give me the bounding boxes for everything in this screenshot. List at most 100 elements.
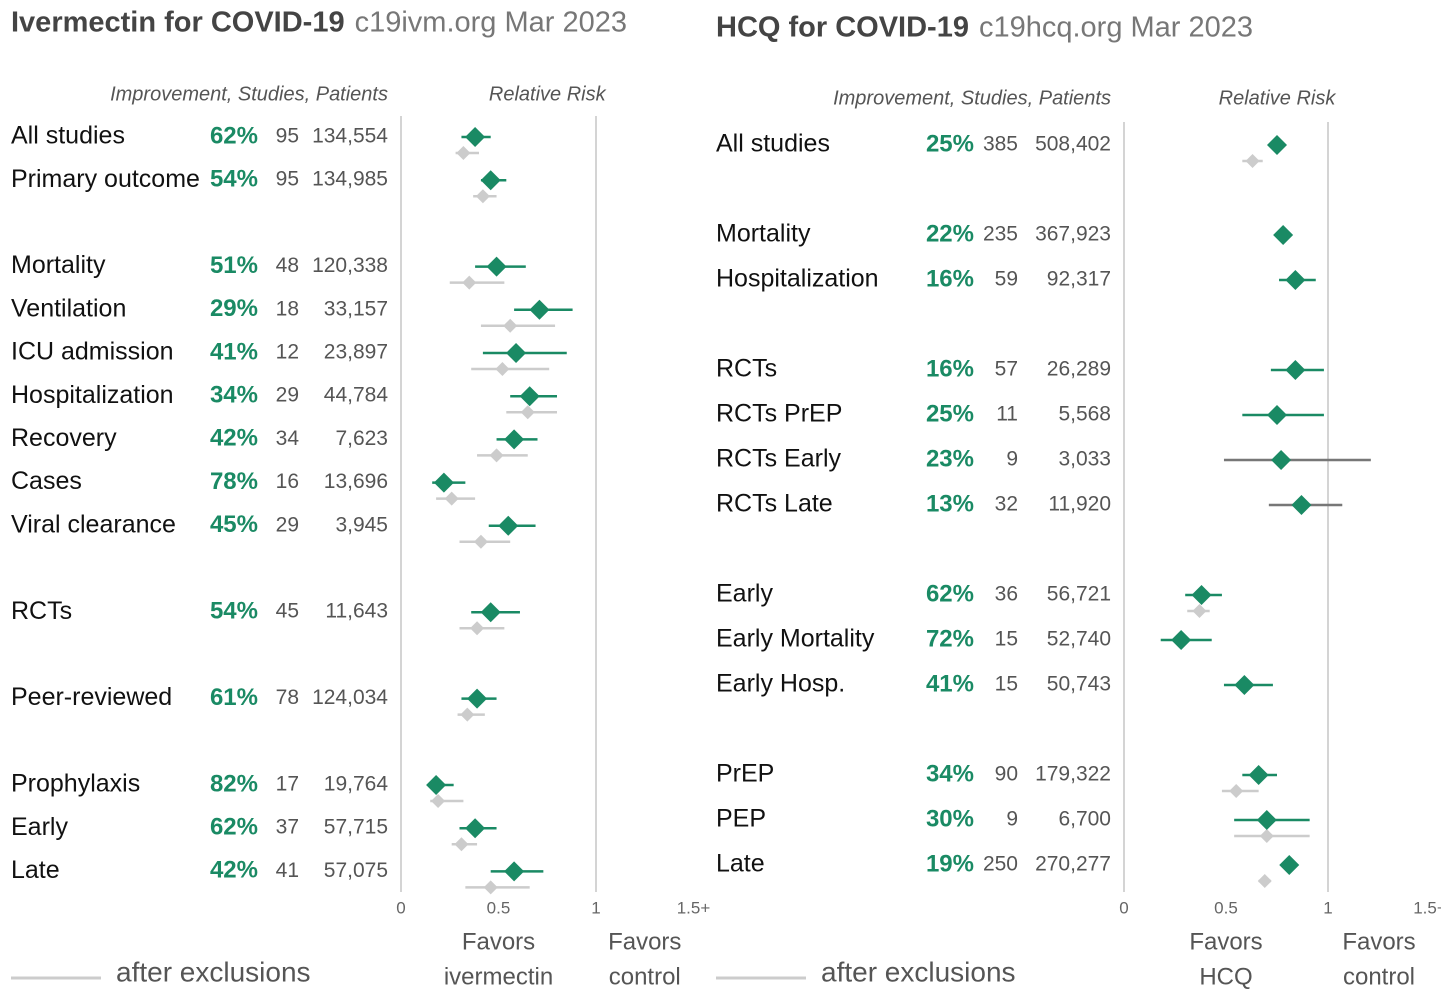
improvement: 61% [210, 684, 258, 711]
excluded-estimate [1259, 829, 1274, 843]
risk-estimate [1234, 675, 1255, 695]
x-tick-label: 0.5 [1214, 898, 1238, 917]
patients: 26,289 [1047, 358, 1111, 381]
risk-estimate [465, 127, 486, 147]
favors-control: Favors [608, 928, 681, 955]
patients: 508,402 [1035, 133, 1111, 156]
excluded-estimate [1257, 874, 1272, 888]
studies: 17 [276, 773, 299, 796]
studies: 48 [276, 254, 299, 277]
patients: 23,897 [324, 341, 388, 364]
excluded-estimate [462, 275, 477, 290]
patients: 50,743 [1047, 673, 1111, 696]
improvement: 51% [210, 252, 258, 279]
row-label: Late [11, 856, 60, 884]
axis-header: Relative Risk [1219, 87, 1337, 109]
excluded-estimate [1192, 604, 1207, 618]
chart-subtitle: c19hcq.org Mar 2023 [979, 12, 1253, 44]
improvement: 42% [210, 425, 258, 452]
risk-estimate [1271, 450, 1292, 470]
row-label: Early Mortality [716, 625, 875, 653]
studies: 34 [276, 427, 300, 450]
risk-estimate [480, 602, 501, 623]
patients: 5,568 [1058, 403, 1111, 426]
improvement: 54% [210, 166, 258, 193]
improvement: 78% [210, 468, 258, 495]
risk-estimate [504, 861, 525, 882]
improvement: 22% [926, 220, 974, 247]
column-header: Improvement, Studies, Patients [833, 87, 1111, 109]
studies: 9 [1006, 448, 1018, 471]
excluded-estimate [444, 491, 459, 506]
risk-estimate [433, 472, 454, 493]
excluded-estimate [483, 880, 498, 895]
studies: 57 [995, 358, 1018, 381]
improvement: 30% [926, 805, 974, 832]
studies: 16 [276, 470, 299, 493]
risk-estimate [1256, 810, 1277, 830]
patients: 57,715 [324, 816, 388, 839]
excluded-estimate [520, 405, 535, 420]
improvement: 25% [926, 400, 974, 427]
x-tick-label: 0.5 [487, 898, 511, 917]
row-label: Peer-reviewed [11, 683, 172, 711]
risk-estimate [1273, 225, 1294, 245]
improvement: 23% [926, 445, 974, 472]
patients: 124,034 [312, 686, 388, 709]
studies: 29 [276, 384, 299, 407]
row-label: Mortality [11, 251, 106, 279]
improvement: 62% [210, 122, 258, 149]
x-tick-label: 1.5+ [1413, 898, 1441, 917]
excluded-estimate [460, 707, 475, 722]
patients: 92,317 [1047, 268, 1111, 291]
favors-control: control [1343, 963, 1415, 990]
patients: 11,920 [1048, 493, 1111, 516]
risk-estimate [465, 818, 486, 839]
studies: 385 [983, 133, 1018, 156]
studies: 95 [276, 168, 299, 191]
improvement: 16% [926, 265, 974, 292]
studies: 36 [995, 583, 1018, 606]
row-label: Ventilation [11, 294, 126, 322]
improvement: 82% [210, 770, 258, 797]
improvement: 42% [210, 857, 258, 884]
favors-treatment: Favors [1189, 928, 1262, 955]
favors-treatment: HCQ [1199, 963, 1252, 990]
x-tick-label: 1 [591, 898, 600, 917]
excluded-estimate [470, 621, 485, 636]
row-label: Late [716, 850, 765, 878]
risk-estimate [498, 515, 519, 536]
studies: 32 [995, 493, 1018, 516]
patients: 134,554 [312, 125, 388, 148]
improvement: 29% [210, 295, 258, 322]
x-tick-label: 0 [1119, 898, 1128, 917]
excluded-estimate [1245, 154, 1260, 168]
studies: 45 [276, 600, 299, 623]
improvement: 13% [926, 490, 974, 517]
improvement: 16% [926, 355, 974, 382]
column-header: Improvement, Studies, Patients [110, 83, 388, 105]
favors-treatment: ivermectin [444, 963, 553, 990]
patients: 11,643 [325, 600, 388, 623]
row-label: All studies [11, 122, 125, 150]
chart-title: Ivermectin for COVID-19 [11, 7, 345, 39]
row-label: Primary outcome [11, 165, 200, 193]
risk-estimate [426, 775, 447, 795]
excluded-estimate [431, 794, 446, 808]
patients: 7,623 [335, 427, 388, 450]
x-tick-label: 1 [1323, 898, 1332, 917]
row-label: Early Hosp. [716, 670, 845, 698]
risk-estimate [519, 386, 540, 407]
patients: 6,700 [1058, 808, 1111, 831]
improvement: 62% [926, 580, 974, 607]
row-label: Early [11, 813, 68, 841]
improvement: 34% [926, 760, 974, 787]
risk-estimate [1248, 765, 1269, 785]
studies: 90 [995, 763, 1018, 786]
studies: 29 [276, 513, 299, 536]
row-label: RCTs [716, 355, 777, 383]
risk-estimate [1267, 135, 1287, 155]
risk-estimate [1285, 360, 1306, 380]
studies: 12 [276, 341, 299, 364]
